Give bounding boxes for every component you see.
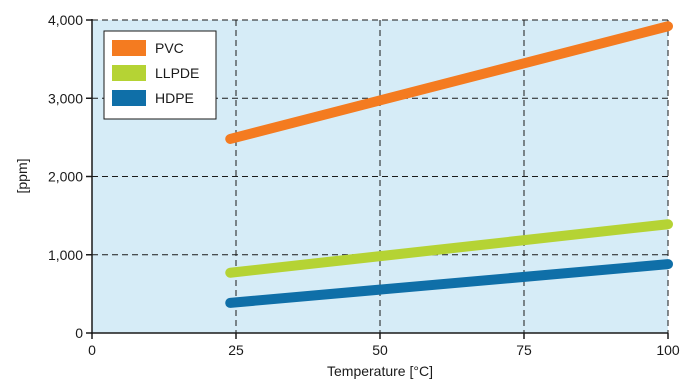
x-tick-label: 100 — [656, 342, 680, 358]
x-tick-label: 0 — [88, 342, 96, 358]
series-line-llpde — [225, 219, 673, 278]
x-tick-label: 75 — [516, 342, 532, 358]
legend-swatch-llpde — [112, 65, 146, 81]
x-tick-labels: 0 25 50 75 100 — [88, 342, 680, 358]
x-axis-title: Temperature [°C] — [327, 363, 433, 379]
series-line-pvc — [225, 21, 673, 144]
y-axis-title: [ppm] — [14, 158, 30, 193]
series-lines — [225, 21, 673, 308]
x-tick-label: 50 — [372, 342, 388, 358]
legend-label-hdpe: HDPE — [155, 90, 194, 106]
y-tick-labels: 0 1,000 2,000 3,000 4,000 — [48, 12, 83, 341]
legend-label-llpde: LLPDE — [155, 65, 199, 81]
series-line-hdpe — [225, 259, 673, 308]
y-tick-label: 3,000 — [48, 90, 83, 106]
x-tick-label: 25 — [228, 342, 244, 358]
grid-lines — [92, 19, 669, 333]
y-tick-label: 2,000 — [48, 169, 83, 185]
axes — [86, 19, 669, 339]
y-tick-label: 1,000 — [48, 247, 83, 263]
legend-swatch-hdpe — [112, 90, 146, 106]
legend: PVC LLPDE HDPE — [103, 30, 217, 120]
y-tick-label: 4,000 — [48, 12, 83, 28]
legend-label-pvc: PVC — [155, 40, 184, 56]
y-tick-label: 0 — [75, 325, 83, 341]
legend-swatch-pvc — [112, 40, 146, 56]
